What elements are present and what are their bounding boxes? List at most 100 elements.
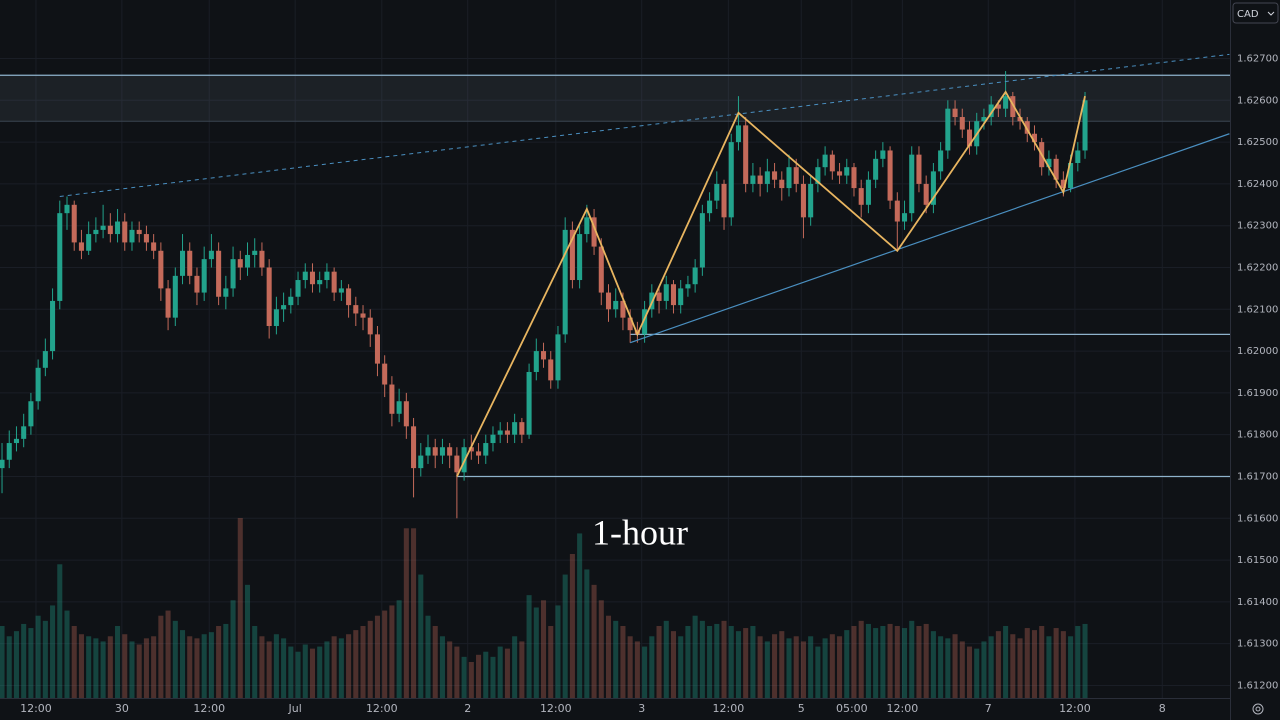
volume-bar	[0, 626, 5, 698]
settings-button[interactable]	[1252, 703, 1264, 715]
y-tick-label: 1.61400	[1237, 597, 1278, 608]
volume-bar	[35, 615, 41, 698]
candle-body	[959, 117, 965, 130]
candle-body	[555, 334, 561, 381]
candle-body	[670, 284, 677, 306]
volume-bar	[21, 623, 27, 698]
volume-bar	[115, 626, 121, 698]
volume-bar	[685, 626, 691, 698]
volume-bar	[1046, 636, 1052, 698]
candle-body	[685, 284, 691, 289]
candle-body	[887, 150, 893, 201]
x-tick-label: 3	[638, 702, 645, 715]
volume-bar	[627, 636, 633, 698]
settings-icon-center[interactable]	[1255, 706, 1261, 712]
volume-bar	[988, 636, 994, 698]
x-tick-label: 12:00	[366, 702, 398, 715]
candle-body	[468, 447, 474, 452]
volume-bar	[194, 638, 200, 698]
candle-body	[353, 305, 359, 314]
candle-body	[562, 229, 568, 335]
candle-body	[432, 447, 438, 456]
volume-bar	[757, 636, 763, 698]
y-tick-label: 1.61700	[1237, 471, 1278, 482]
volume-bar	[887, 623, 893, 698]
candle-body	[483, 443, 489, 456]
volume-bar	[786, 638, 792, 698]
dropdown-icon[interactable]	[1267, 11, 1275, 16]
candle-body	[764, 171, 770, 184]
y-tick-label: 1.62700	[1237, 54, 1278, 65]
currency-button[interactable]: CAD	[1232, 2, 1279, 24]
candle-body	[721, 183, 727, 218]
x-tick-label: 12:00	[1059, 702, 1091, 715]
volume-bar	[663, 620, 669, 698]
y-tick-label: 1.62500	[1237, 137, 1278, 148]
volume-bar	[418, 574, 424, 698]
currency-button-frame[interactable]	[1232, 2, 1279, 24]
volume-bar	[403, 528, 409, 698]
candle-body	[64, 204, 70, 214]
candle-body	[808, 183, 814, 218]
volume-bar	[670, 631, 677, 698]
volume-bar	[865, 623, 871, 698]
volume-bar	[288, 646, 294, 698]
y-tick-label: 1.62400	[1237, 179, 1278, 190]
volume-bar	[100, 641, 106, 698]
volume-bar	[346, 634, 352, 698]
volume-bar	[252, 626, 258, 698]
candle-body	[613, 300, 619, 310]
candle-body	[656, 292, 662, 301]
volume-bar	[844, 630, 850, 698]
volume-bar	[172, 620, 178, 698]
y-tick-label: 1.61800	[1237, 430, 1278, 441]
volume-bar	[122, 634, 128, 698]
candle-body	[447, 447, 453, 456]
volume-bar	[750, 626, 756, 698]
candle-body	[136, 229, 142, 235]
candle-body	[598, 246, 604, 293]
settings-icon[interactable]	[1252, 703, 1264, 715]
candle-body	[497, 430, 503, 435]
candle-body	[1060, 179, 1066, 189]
candle-body	[476, 451, 482, 456]
volume-bar	[107, 636, 113, 698]
volume-bar	[187, 636, 193, 698]
candle-body	[1075, 150, 1081, 164]
volume-bar	[324, 641, 330, 698]
currency-label[interactable]: CAD	[1237, 9, 1259, 20]
candle-body	[504, 430, 510, 435]
candle-body	[439, 447, 445, 456]
volume-bar	[208, 632, 214, 698]
volume-bar	[1039, 626, 1045, 698]
candle-body	[512, 422, 518, 435]
candle-body	[273, 309, 279, 327]
volume-bar	[201, 634, 207, 698]
candle-body	[577, 234, 583, 281]
volume-bar	[772, 634, 778, 698]
candle-body	[548, 359, 554, 381]
volume-bar	[728, 626, 734, 698]
y-tick-label: 1.62200	[1237, 262, 1278, 273]
volume-bar	[223, 623, 229, 698]
volume-bar	[6, 636, 12, 698]
candle-body	[642, 309, 648, 335]
volume-bar	[743, 628, 749, 698]
candle-body	[1017, 117, 1023, 122]
x-tick-label: 8	[1159, 702, 1166, 715]
candle-body	[952, 108, 958, 118]
candle-body	[728, 142, 734, 218]
candle-body	[13, 438, 19, 444]
y-tick-label: 1.61200	[1237, 680, 1278, 691]
candle-body	[403, 401, 409, 427]
volume-bar	[678, 636, 684, 698]
volume-bar	[1053, 628, 1059, 698]
candle-body	[569, 229, 575, 281]
volume-bar	[873, 628, 879, 698]
candle-body	[591, 217, 597, 247]
volume-bar	[966, 646, 973, 698]
volume-bar	[302, 644, 308, 698]
candle-body	[995, 104, 1001, 109]
volume-bar	[649, 636, 655, 698]
candle-body	[57, 213, 63, 301]
